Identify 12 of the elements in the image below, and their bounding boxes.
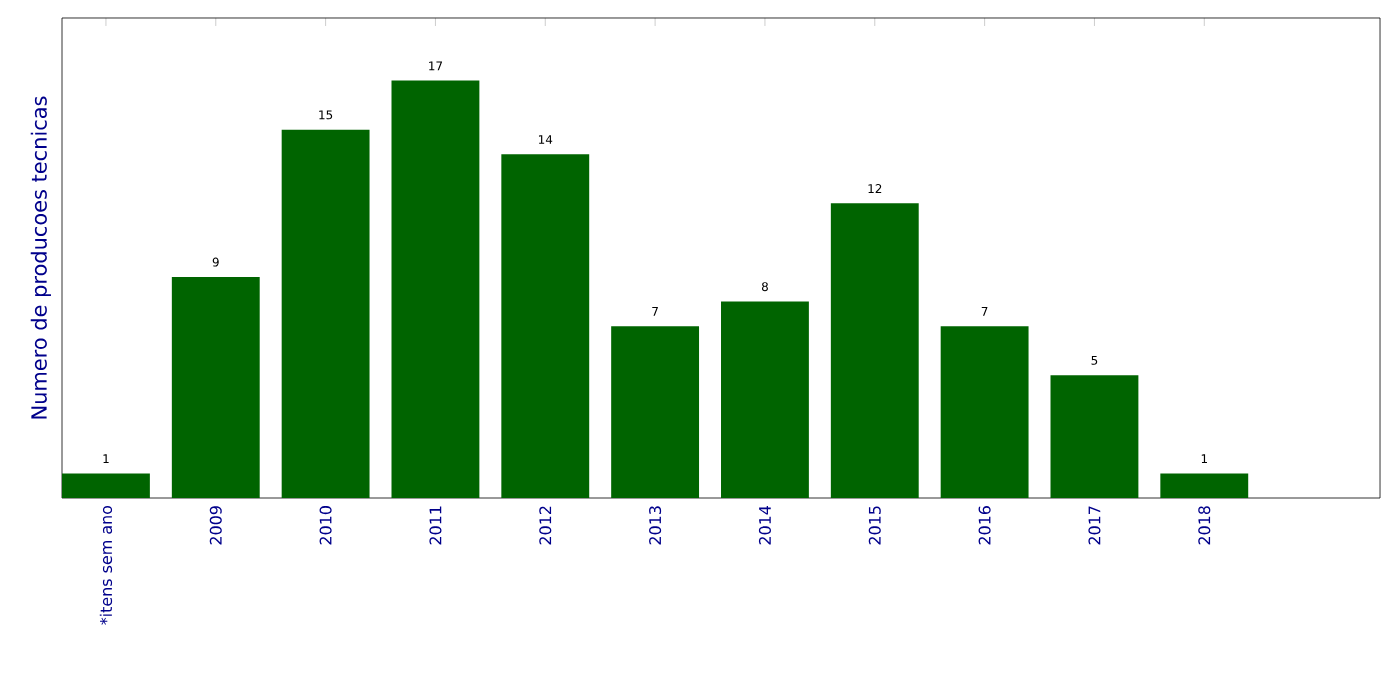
- bar: [391, 80, 480, 498]
- bar: [721, 301, 809, 498]
- bar: [171, 277, 260, 498]
- bar: [830, 203, 919, 498]
- bar: [501, 154, 590, 498]
- bar: [1050, 375, 1139, 498]
- bar: [611, 326, 700, 498]
- bar: [281, 129, 370, 498]
- bar: [1160, 473, 1249, 498]
- bar: [62, 473, 150, 498]
- bar: [940, 326, 1029, 498]
- y-axis-title: Numero de producoes tecnicas: [30, 96, 51, 419]
